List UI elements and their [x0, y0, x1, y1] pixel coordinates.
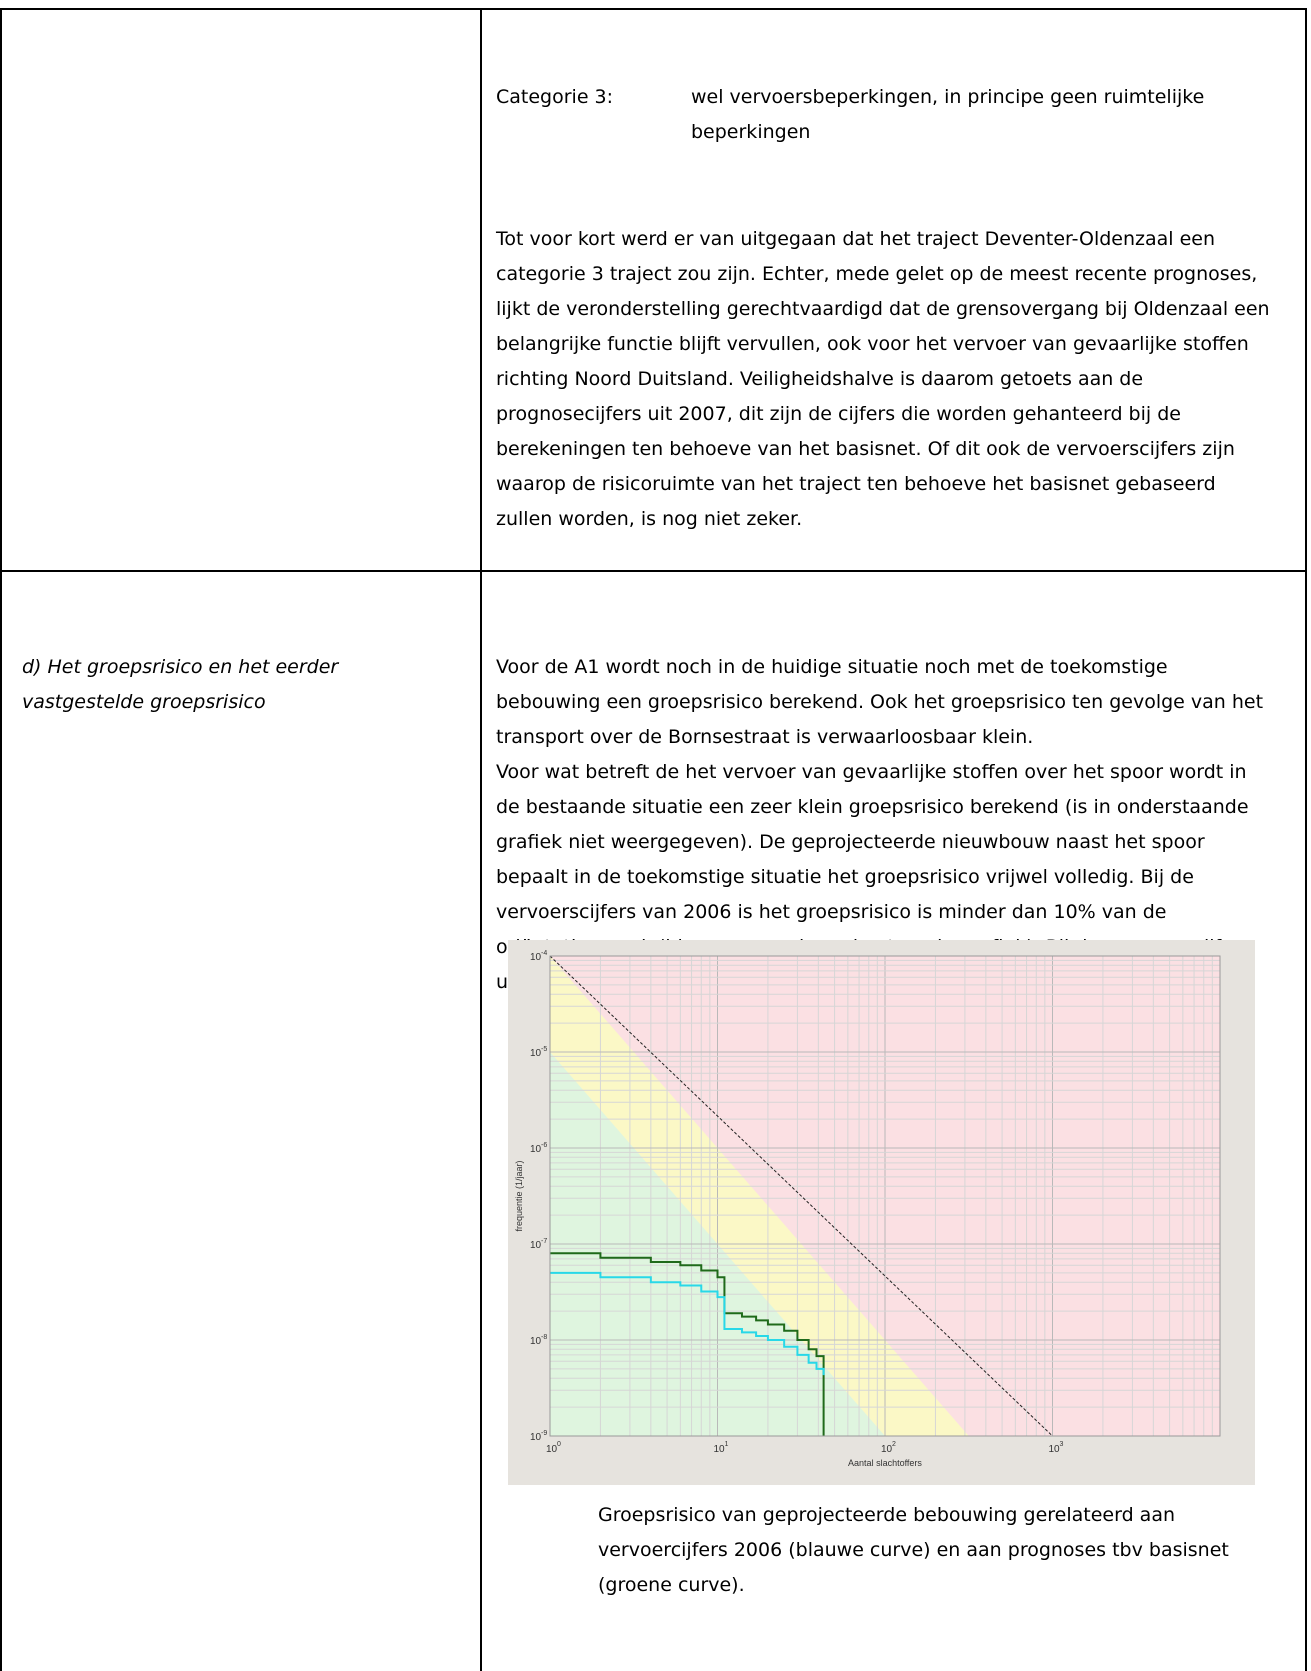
x-tick-exponent: 3: [1060, 1441, 1064, 1448]
series-blue-curve: [550, 1271, 825, 1376]
table-border-top: [0, 8, 1307, 10]
y-tick-label: 10: [530, 1144, 542, 1155]
categorie-text: wel vervoersbeperkingen, in principe gee…: [691, 86, 1205, 143]
table-border-left: [0, 8, 2, 1671]
table-column-divider: [480, 8, 482, 1671]
x-tick-label: 10: [881, 1444, 893, 1455]
y-tick-label: 10: [530, 1432, 542, 1443]
y-tick-label: 10: [530, 952, 542, 963]
table-border-right: [1305, 8, 1307, 1671]
row2-heading: d) Het groepsrisico en het eerder vastge…: [22, 656, 339, 713]
x-axis-label: Aantal slachtoffers: [848, 1458, 922, 1468]
row2-text: Voor de A1 wordt noch in de huidige situ…: [496, 650, 1276, 1000]
x-tick-exponent: 0: [557, 1441, 561, 1448]
row1-paragraph: Tot voor kort werd er van uitgegaan dat …: [496, 222, 1271, 537]
x-tick-exponent: 2: [892, 1441, 896, 1448]
x-tick-label: 10: [1049, 1444, 1061, 1455]
plot-frame: [549, 955, 1221, 1437]
row1-paragraph-text: Tot voor kort werd er van uitgegaan dat …: [496, 228, 1270, 530]
series-green-curve: [550, 1252, 825, 1436]
y-tick-label: 10: [530, 1336, 542, 1347]
fn-curve-chart-svg: 10 0 10 1 10 2 10 310 -410 -510 -610 -710 -810 -9Aant…: [514, 950, 1221, 1468]
y-tick-label: 10: [530, 1240, 542, 1251]
orientation-value-line: [549, 955, 1053, 1437]
row2-paragraph-2: Voor wat betreft de het vervoer van geva…: [496, 761, 1251, 993]
row2-paragraph-1: Voor de A1 wordt noch in de huidige situ…: [496, 656, 1264, 748]
y-tick-exponent: -8: [541, 1334, 547, 1341]
y-tick-label: 10: [530, 1048, 542, 1059]
y-tick-exponent: -6: [541, 1142, 547, 1149]
y-tick-exponent: -4: [541, 950, 547, 957]
fn-curve-chart: 10 0 10 1 10 2 10 3 10 -4 10 -5 10 -6 10 -7 10 -8 10 -9 Aant…: [508, 940, 1255, 1485]
y-tick-exponent: -5: [541, 1046, 547, 1053]
chart-caption: Groepsrisico van geprojecteerde bebouwin…: [598, 1504, 1229, 1596]
y-tick-exponent: -7: [541, 1238, 547, 1245]
categorie-label: Categorie 3:: [496, 86, 614, 108]
y-tick-exponent: -9: [541, 1430, 547, 1437]
table-row-divider: [0, 570, 1307, 572]
y-axis-label: frequentie (1/jaar): [514, 1160, 524, 1231]
x-tick-exponent: 1: [725, 1441, 729, 1448]
x-tick-label: 10: [546, 1444, 558, 1455]
x-tick-label: 10: [714, 1444, 726, 1455]
